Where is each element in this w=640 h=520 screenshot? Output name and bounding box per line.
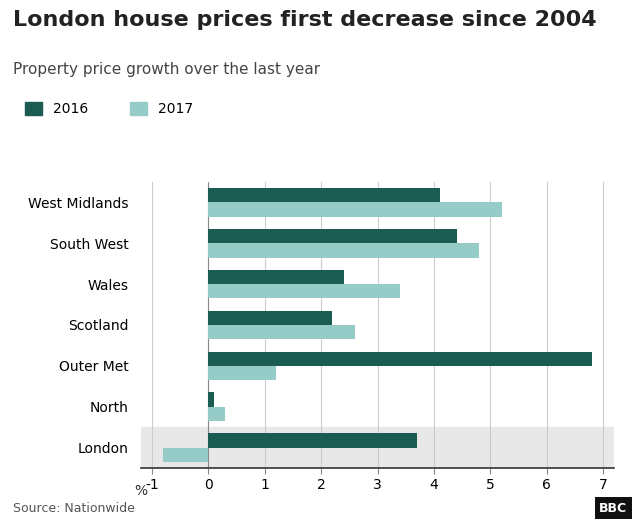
Bar [209, 229, 456, 243]
Bar [209, 325, 355, 340]
Bar [209, 243, 479, 257]
Text: London house prices first decrease since 2004: London house prices first decrease since… [13, 10, 596, 30]
Bar [209, 202, 502, 217]
Bar [209, 433, 417, 448]
Text: BBC: BBC [599, 502, 627, 515]
Bar [209, 393, 214, 407]
Bar [209, 188, 440, 202]
Bar [163, 448, 209, 462]
Bar [209, 311, 333, 325]
Bar [209, 407, 225, 421]
Bar [209, 284, 400, 298]
Text: Property price growth over the last year: Property price growth over the last year [13, 62, 320, 77]
Bar [209, 270, 344, 284]
Bar [209, 352, 592, 366]
Text: %: % [134, 484, 147, 498]
Bar [141, 427, 614, 468]
Legend: 2016, 2017: 2016, 2017 [20, 97, 198, 122]
Text: Source: Nationwide: Source: Nationwide [13, 502, 134, 515]
Bar [209, 366, 276, 380]
